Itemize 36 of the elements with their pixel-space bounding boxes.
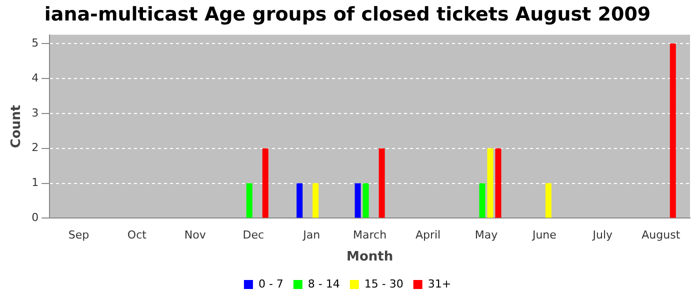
legend-label: 0 - 7 (258, 277, 284, 290)
bar (312, 183, 319, 218)
y-axis-title: Count (9, 104, 24, 148)
chart-title: iana-multicast Age groups of closed tickets August 2009 (44, 3, 651, 26)
y-tick-label: 4 (32, 71, 39, 84)
y-tick-label: 1 (32, 176, 39, 190)
x-tick-label: Dec (242, 228, 264, 242)
bar (362, 183, 369, 218)
x-tick-label: August (642, 228, 681, 242)
legend-label: 8 - 14 (308, 277, 340, 290)
x-tick-label: May (474, 228, 498, 242)
bar (378, 148, 385, 218)
x-axis-title: Month (346, 250, 394, 265)
y-tick-label: 3 (32, 106, 39, 120)
y-tick-label: 0 (32, 211, 39, 224)
bar (670, 44, 676, 218)
legend-label: 31+ (428, 277, 452, 290)
x-tick-label: April (415, 228, 441, 242)
y-tick-label: 5 (32, 36, 39, 50)
bar (487, 148, 494, 218)
x-tick-label: Jan (302, 228, 320, 242)
bar (246, 183, 252, 218)
x-tick-label: Nov (184, 228, 206, 242)
x-tick-label: March (353, 228, 387, 242)
x-tick-label: July (592, 228, 614, 242)
bar (296, 183, 303, 218)
bar (545, 183, 552, 218)
x-tick-label: Oct (127, 228, 148, 242)
x-tick-label: June (531, 228, 557, 242)
bar (262, 148, 268, 218)
legend-label: 15 - 30 (364, 277, 404, 290)
bar (479, 183, 486, 218)
bar (495, 148, 502, 218)
x-tick-label: Sep (68, 228, 90, 242)
bar (354, 183, 361, 218)
y-tick-label: 2 (32, 141, 39, 154)
